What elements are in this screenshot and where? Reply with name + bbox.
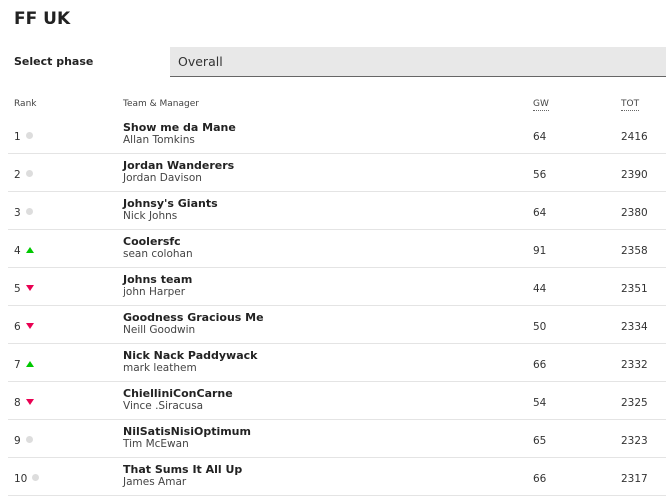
gw-points: 64 [533,131,547,143]
team-name-link[interactable]: Coolersfc [123,235,181,248]
total-points: 2380 [621,207,648,219]
manager-name: Jordan Davison [123,172,202,184]
arrow-up-icon [26,247,34,253]
rank: 2 [14,169,21,181]
rank: 1 [14,131,21,143]
manager-name: john Harper [123,286,186,298]
table-row[interactable]: 7 Nick Nack Paddywack mark leathem 66 23… [8,344,666,382]
no-change-icon [26,170,33,177]
rank: 10 [14,473,28,485]
total-points: 2325 [621,397,648,409]
no-change-icon [26,208,33,215]
table-row[interactable]: 9 NilSatisNisiOptimum Tim McEwan 65 2323 [8,420,666,458]
team-name-link[interactable]: Johns team [123,273,193,286]
gw-points: 65 [533,435,547,447]
team-name-link[interactable]: ChielliniConCarne [123,387,233,400]
team-name-link[interactable]: NilSatisNisiOptimum [123,425,251,438]
manager-name: Tim McEwan [123,438,189,450]
gw-points: 64 [533,207,547,219]
league-title: FF UK [14,9,71,29]
manager-name: Vince .Siracusa [123,400,204,412]
gw-header[interactable]: GW [533,99,549,111]
gw-points: 66 [533,359,547,371]
gw-points: 44 [533,283,547,295]
rank: 5 [14,283,21,295]
manager-name: sean colohan [123,248,193,260]
team-name-link[interactable]: Nick Nack Paddywack [123,349,258,362]
total-points: 2358 [621,245,648,257]
team-name-link[interactable]: Jordan Wanderers [123,159,235,172]
phase-select[interactable]: Overall [170,47,666,77]
total-points: 2323 [621,435,648,447]
arrow-down-icon [26,285,34,291]
gw-points: 54 [533,397,547,409]
manager-name: mark leathem [123,362,197,374]
team-header: Team & Manager [123,99,199,109]
total-points: 2334 [621,321,648,333]
total-points: 2416 [621,131,648,143]
rank: 7 [14,359,21,371]
total-points: 2351 [621,283,648,295]
tot-header[interactable]: TOT [621,99,640,111]
manager-name: Neill Goodwin [123,324,196,336]
arrow-down-icon [26,399,34,405]
team-name-link[interactable]: Show me da Mane [123,121,236,134]
table-row[interactable]: 3 Johnsy's Giants Nick Johns 64 2380 [8,192,666,230]
gw-points: 66 [533,473,547,485]
table-row[interactable]: 2 Jordan Wanderers Jordan Davison 56 239… [8,154,666,192]
team-name-link[interactable]: Goodness Gracious Me [123,311,264,324]
total-points: 2317 [621,473,648,485]
team-name-link[interactable]: Johnsy's Giants [123,197,218,210]
rank-header: Rank [14,99,37,109]
manager-name: Allan Tomkins [123,134,195,146]
table-row[interactable]: 6 Goodness Gracious Me Neill Goodwin 50 … [8,306,666,344]
no-change-icon [32,474,39,481]
manager-name: James Amar [123,476,187,488]
table-row[interactable]: 5 Johns team john Harper 44 2351 [8,268,666,306]
rank: 3 [14,207,21,219]
table-row[interactable]: 4 Coolersfc sean colohan 91 2358 [8,230,666,268]
table-row[interactable]: 8 ChielliniConCarne Vince .Siracusa 54 2… [8,382,666,420]
team-name-link[interactable]: That Sums It All Up [123,463,243,476]
table-row[interactable]: 1 Show me da Mane Allan Tomkins 64 2416 [8,116,666,154]
gw-points: 56 [533,169,547,181]
arrow-up-icon [26,361,34,367]
gw-points: 91 [533,245,547,257]
rank: 4 [14,245,21,257]
rank: 6 [14,321,21,333]
manager-name: Nick Johns [123,210,178,222]
gw-points: 50 [533,321,547,333]
no-change-icon [26,132,33,139]
total-points: 2390 [621,169,648,181]
arrow-down-icon [26,323,34,329]
rank: 9 [14,435,21,447]
total-points: 2332 [621,359,648,371]
no-change-icon [26,436,33,443]
table-row[interactable]: 10 That Sums It All Up James Amar 66 231… [8,458,666,496]
rank: 8 [14,397,21,409]
phase-label: Select phase [14,55,94,68]
